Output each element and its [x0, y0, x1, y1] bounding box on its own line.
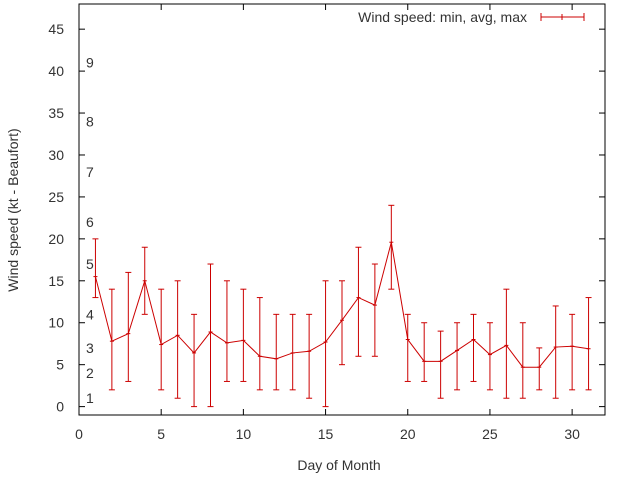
beaufort-label: 8	[86, 113, 94, 129]
y-tick-label: 20	[48, 231, 64, 247]
beaufort-label: 5	[86, 256, 94, 272]
plot-frame	[78, 3, 606, 416]
y-tick-label: 40	[48, 63, 64, 79]
beaufort-label: 2	[86, 365, 94, 381]
x-tick-label: 5	[157, 426, 165, 442]
x-tick-label: 20	[400, 426, 416, 442]
wind-series	[92, 204, 592, 408]
x-tick-label: 0	[75, 426, 83, 442]
beaufort-label: 3	[86, 340, 94, 356]
beaufort-label: 1	[86, 390, 94, 406]
x-tick-label: 15	[318, 426, 334, 442]
beaufort-label: 4	[86, 306, 94, 322]
y-tick-label: 30	[48, 147, 64, 163]
beaufort-label: 9	[86, 55, 94, 71]
y-tick-label: 0	[56, 399, 64, 415]
y-tick-label: 5	[56, 357, 64, 373]
y-axis-label: Wind speed (kt - Beaufort)	[5, 128, 21, 291]
legend: Wind speed: min, avg, max	[358, 9, 585, 25]
beaufort-label: 6	[86, 214, 94, 230]
y-tick-label: 15	[48, 273, 64, 289]
y-tick-label: 35	[48, 105, 64, 121]
x-tick-label: 30	[564, 426, 580, 442]
x-tick-label: 10	[236, 426, 252, 442]
x-tick-label: 25	[482, 426, 498, 442]
beaufort-label: 7	[86, 164, 94, 180]
y-tick-label: 45	[48, 21, 64, 37]
legend-label: Wind speed: min, avg, max	[358, 9, 527, 25]
y-tick-label: 25	[48, 189, 64, 205]
x-axis-label: Day of Month	[297, 457, 380, 473]
beaufort-scale: 1 2 3 4 5 6 7 8 9	[86, 55, 94, 407]
y-tick-label: 10	[48, 315, 64, 331]
